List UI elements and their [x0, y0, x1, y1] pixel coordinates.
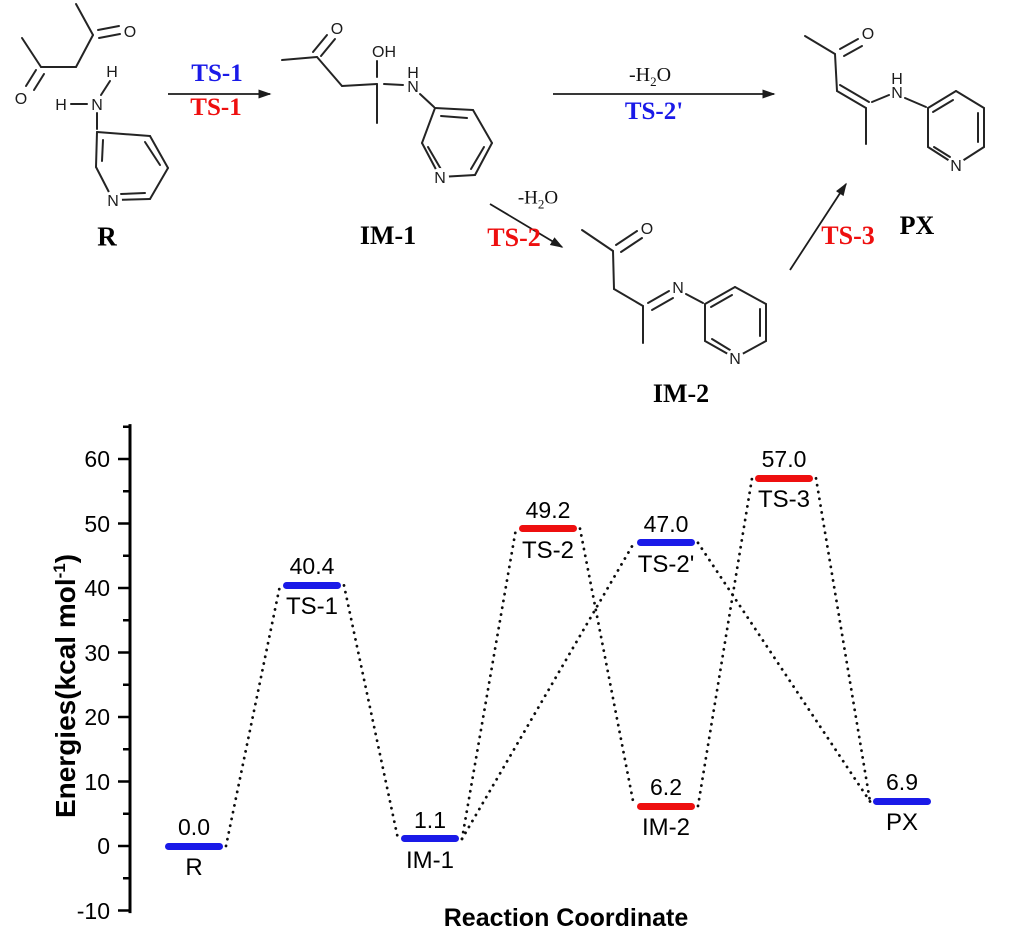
r-o-top-label: O	[124, 24, 136, 41]
im1-n-ring-label: N	[434, 170, 446, 187]
px-n-ring-label: N	[950, 158, 962, 175]
im2-o-label: O	[641, 221, 653, 238]
y-tick-label-10: 10	[84, 768, 110, 795]
water2b-prefix: -H	[517, 187, 538, 209]
structure-IM-2: O N N	[581, 221, 767, 368]
y-tick-label-20: 20	[84, 704, 110, 730]
water2-prefix: -H	[628, 64, 651, 86]
im1-h-label: H	[407, 65, 419, 82]
level-value-TS-2': 47.0	[643, 510, 689, 537]
r-h-left-label: H	[55, 97, 67, 114]
r-n-amine-label: N	[91, 97, 103, 114]
level-name-IM-2: IM-2	[642, 814, 690, 841]
water2b-suffix: O	[544, 187, 559, 209]
water2-sub: 2	[650, 74, 657, 89]
px-o-label: O	[862, 26, 874, 43]
ts1-label-blue: TS-1	[191, 60, 243, 87]
reaction-scheme: O O H H N N O	[15, 3, 985, 368]
level-name-R: R	[185, 854, 203, 881]
level-bar-TS-3	[755, 474, 813, 482]
connector-IM-2-TS-3	[696, 476, 754, 808]
structure-label-PX: PX	[899, 211, 935, 240]
im2-n-imine-label: N	[672, 280, 684, 297]
y-tick-label--10: -10	[76, 897, 110, 924]
level-value-IM-2: 6.2	[650, 774, 682, 800]
y-tick-label-30: 30	[84, 639, 110, 666]
connector-TS-3-PX	[814, 476, 872, 803]
water2b-sub: 2	[537, 196, 545, 212]
y-tick-label-50: 50	[84, 510, 110, 537]
ts2-label-red: TS-2	[487, 223, 541, 252]
level-bar-R	[165, 842, 223, 850]
water-loss-label-step2: -H2O	[629, 64, 671, 90]
y-tick-label-0: 0	[97, 833, 110, 859]
level-bar-IM-2	[637, 802, 695, 810]
x-axis-title: Reaction Coordinate	[443, 904, 689, 932]
level-name-TS-2': TS-2'	[637, 550, 695, 578]
level-name-IM-1: IM-1	[406, 846, 454, 874]
level-bar-PX	[873, 797, 931, 805]
im1-oh-label: OH	[372, 44, 396, 61]
y-tick-label-60: 60	[84, 446, 110, 472]
structure-R: O O H H N N	[15, 3, 169, 210]
connector-IM-1-TS-2'	[460, 541, 636, 841]
level-value-TS-2: 49.2	[525, 496, 571, 523]
level-value-TS-3: 57.0	[761, 446, 807, 473]
level-value-R: 0.0	[178, 814, 210, 840]
y-axis-title-close: )	[50, 553, 82, 564]
connector-IM-1-TS-2	[460, 527, 518, 841]
px-h-label: H	[891, 71, 903, 88]
ts1-label-red: TS-1	[190, 94, 242, 121]
structure-label-IM-2: IM-2	[652, 379, 710, 408]
structure-IM-1: O OH H N N	[281, 21, 493, 187]
level-value-IM-1: 1.1	[414, 806, 446, 833]
structure-label-R: R	[97, 221, 117, 252]
level-name-PX: PX	[885, 809, 919, 837]
level-bar-TS-2'	[637, 539, 695, 547]
im1-o-label: O	[331, 21, 343, 38]
structure-label-IM-1: IM-1	[359, 221, 417, 250]
level-bar-TS-1	[283, 581, 341, 589]
ts2p-label-blue: TS-2'	[624, 98, 684, 125]
y-tick-label-40: 40	[84, 575, 110, 601]
r-n-ring-label: N	[107, 193, 119, 210]
level-name-TS-2: TS-2	[521, 536, 575, 564]
px-n-amine-label: N	[891, 85, 903, 102]
level-bar-IM-1	[401, 835, 459, 843]
connector-TS-2-IM-2	[578, 527, 636, 808]
r-o-left-label: O	[15, 91, 27, 108]
connector-R-TS-1	[224, 584, 282, 848]
im2-n-ring-label: N	[729, 351, 741, 368]
level-value-PX: 6.9	[886, 769, 918, 796]
ts3-label-red: TS-3	[821, 221, 875, 250]
water2-suffix: O	[656, 64, 672, 86]
level-name-TS-1: TS-1	[285, 593, 339, 621]
arrow-step2b-dehydration	[489, 203, 564, 248]
level-name-TS-3: TS-3	[757, 486, 811, 514]
level-value-TS-1: 40.4	[289, 553, 335, 580]
r-h-top-label: H	[106, 64, 118, 81]
arrow-step3	[789, 182, 847, 271]
water-loss-label-step2b: -H2O	[518, 188, 558, 213]
im1-n-amine-label: N	[407, 79, 419, 96]
level-bar-TS-2	[519, 525, 577, 533]
structure-PX: O H N N	[804, 26, 985, 175]
